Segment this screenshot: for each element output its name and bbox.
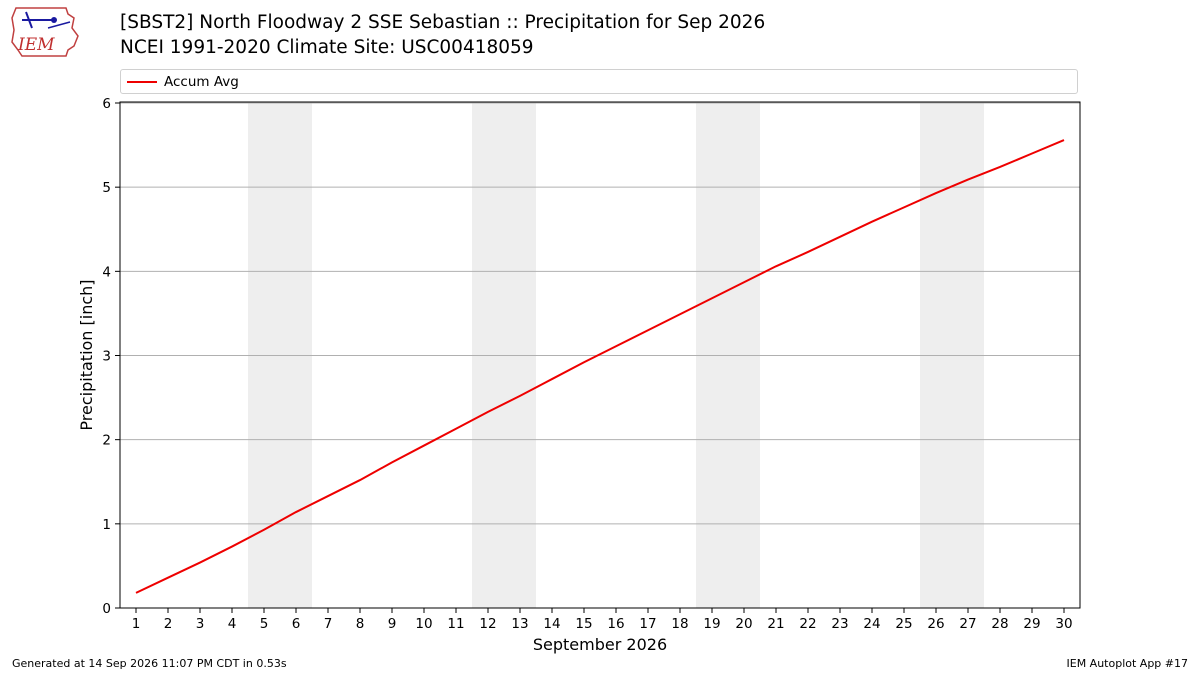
x-tick-label: 21 <box>767 616 784 632</box>
x-tick-label: 20 <box>735 616 752 632</box>
y-tick-label: 6 <box>102 96 111 112</box>
x-tick-label: 4 <box>228 616 237 632</box>
x-tick-label: 3 <box>196 616 205 632</box>
app-credit: IEM Autoplot App #17 <box>1066 657 1189 670</box>
x-tick-label: 11 <box>447 616 464 632</box>
x-tick-label: 29 <box>1023 616 1040 632</box>
x-tick-label: 5 <box>260 616 269 632</box>
x-tick-label: 16 <box>607 616 624 632</box>
x-tick-label: 6 <box>292 616 301 632</box>
y-tick-label: 1 <box>102 517 111 533</box>
y-axis-label: Precipitation [inch] <box>77 279 96 430</box>
y-tick-label: 4 <box>102 264 111 280</box>
chart-subtitle: NCEI 1991-2020 Climate Site: USC00418059 <box>120 37 534 58</box>
legend-swatch <box>127 81 157 83</box>
x-tick-label: 9 <box>388 616 397 632</box>
x-tick-label: 18 <box>671 616 688 632</box>
legend-label: Accum Avg <box>164 74 239 90</box>
x-tick-label: 17 <box>639 616 656 632</box>
x-tick-label: 26 <box>927 616 944 632</box>
x-tick-label: 28 <box>991 616 1008 632</box>
x-tick-label: 15 <box>575 616 592 632</box>
x-tick-label: 25 <box>895 616 912 632</box>
x-tick-label: 27 <box>959 616 976 632</box>
x-tick-label: 30 <box>1055 616 1072 632</box>
y-tick-label: 3 <box>102 349 111 365</box>
x-axis-label: September 2026 <box>533 635 667 654</box>
x-tick-label: 22 <box>799 616 816 632</box>
x-tick-label: 12 <box>479 616 496 632</box>
x-tick-label: 13 <box>511 616 528 632</box>
x-tick-label: 10 <box>415 616 432 632</box>
logo-text: IEM <box>17 35 55 55</box>
x-tick-label: 7 <box>324 616 333 632</box>
legend: Accum Avg <box>120 69 1078 94</box>
x-tick-label: 2 <box>164 616 173 632</box>
chart-title: [SBST2] North Floodway 2 SSE Sebastian :… <box>120 12 766 33</box>
y-tick-label: 0 <box>102 601 111 617</box>
x-tick-label: 14 <box>543 616 560 632</box>
x-tick-label: 1 <box>132 616 141 632</box>
y-tick-label: 2 <box>102 433 111 449</box>
iem-logo: IEM <box>11 7 79 57</box>
x-tick-label: 19 <box>703 616 720 632</box>
generated-timestamp: Generated at 14 Sep 2026 11:07 PM CDT in… <box>12 657 287 670</box>
x-tick-label: 8 <box>356 616 365 632</box>
x-tick-label: 23 <box>831 616 848 632</box>
x-tick-label: 24 <box>863 616 880 632</box>
series-line-accum-avg <box>135 139 1065 594</box>
y-tick-label: 5 <box>102 180 111 196</box>
